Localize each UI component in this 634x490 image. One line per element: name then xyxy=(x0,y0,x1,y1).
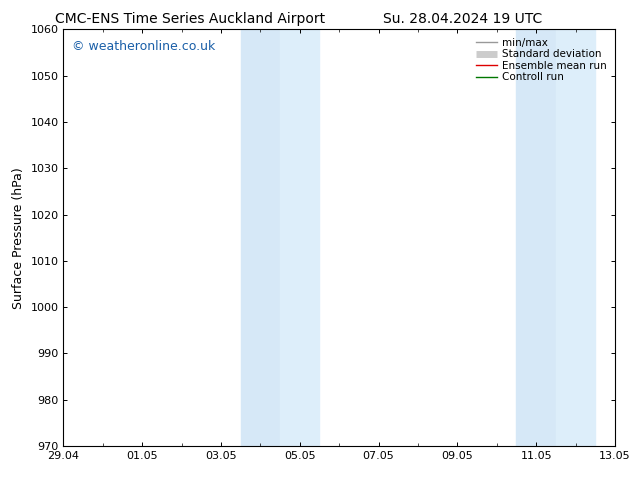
Bar xyxy=(280,29,320,446)
Text: © weatheronline.co.uk: © weatheronline.co.uk xyxy=(72,40,215,53)
Text: Su. 28.04.2024 19 UTC: Su. 28.04.2024 19 UTC xyxy=(383,12,543,26)
Legend: min/max, Standard deviation, Ensemble mean run, Controll run: min/max, Standard deviation, Ensemble me… xyxy=(473,35,610,86)
Y-axis label: Surface Pressure (hPa): Surface Pressure (hPa) xyxy=(12,167,25,309)
Bar xyxy=(556,29,595,446)
Text: CMC-ENS Time Series Auckland Airport: CMC-ENS Time Series Auckland Airport xyxy=(55,12,325,26)
Bar xyxy=(241,29,280,446)
Bar xyxy=(517,29,556,446)
